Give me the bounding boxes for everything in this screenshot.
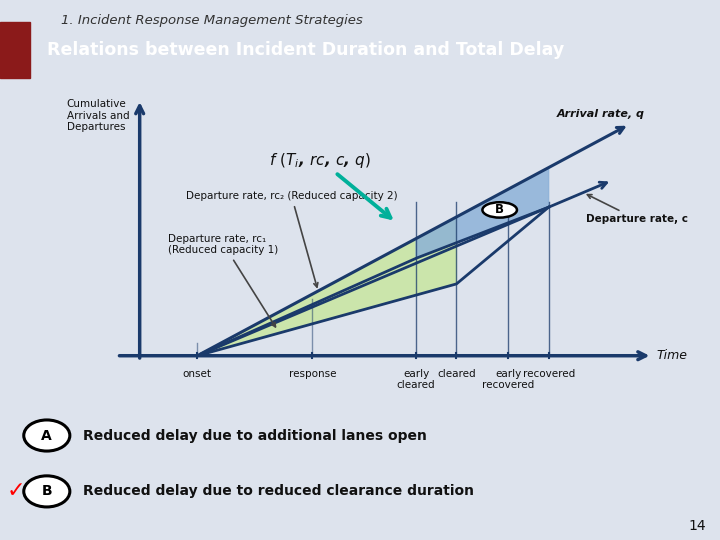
- Text: recovered: recovered: [523, 368, 575, 379]
- Text: Cumulative
Arrivals and
Departures: Cumulative Arrivals and Departures: [67, 99, 130, 132]
- Text: A: A: [42, 429, 52, 442]
- Text: B: B: [42, 484, 52, 498]
- Polygon shape: [416, 167, 549, 258]
- Text: 14: 14: [688, 519, 706, 532]
- Circle shape: [482, 202, 517, 218]
- Text: early
recovered: early recovered: [482, 368, 534, 390]
- Text: cleared: cleared: [437, 368, 476, 379]
- Polygon shape: [197, 217, 456, 356]
- Text: onset: onset: [183, 368, 212, 379]
- Text: ✓: ✓: [6, 481, 25, 502]
- Text: 1. Incident Response Management Strategies: 1. Incident Response Management Strategi…: [61, 14, 363, 28]
- Text: Reduced delay due to additional lanes open: Reduced delay due to additional lanes op…: [83, 429, 427, 442]
- Text: Departure rate, rc₂ (Reduced capacity 2): Departure rate, rc₂ (Reduced capacity 2): [186, 191, 397, 287]
- Text: Departure rate, c: Departure rate, c: [586, 194, 688, 224]
- Text: Time: Time: [657, 349, 688, 362]
- Circle shape: [24, 476, 70, 507]
- Text: $f$ $(T_i$, $rc$, $c$, $q)$: $f$ $(T_i$, $rc$, $c$, $q)$: [269, 151, 390, 218]
- Circle shape: [24, 420, 70, 451]
- Text: response: response: [289, 368, 336, 379]
- Text: Relations between Incident Duration and Total Delay: Relations between Incident Duration and …: [47, 41, 564, 59]
- Text: Reduced delay due to reduced clearance duration: Reduced delay due to reduced clearance d…: [83, 484, 474, 498]
- Text: Arrival rate, q: Arrival rate, q: [557, 109, 644, 119]
- Text: early
cleared: early cleared: [397, 368, 436, 390]
- Bar: [0, 22, 30, 78]
- Text: B: B: [495, 204, 504, 217]
- Text: Departure rate, rc₁
(Reduced capacity 1): Departure rate, rc₁ (Reduced capacity 1): [168, 233, 279, 327]
